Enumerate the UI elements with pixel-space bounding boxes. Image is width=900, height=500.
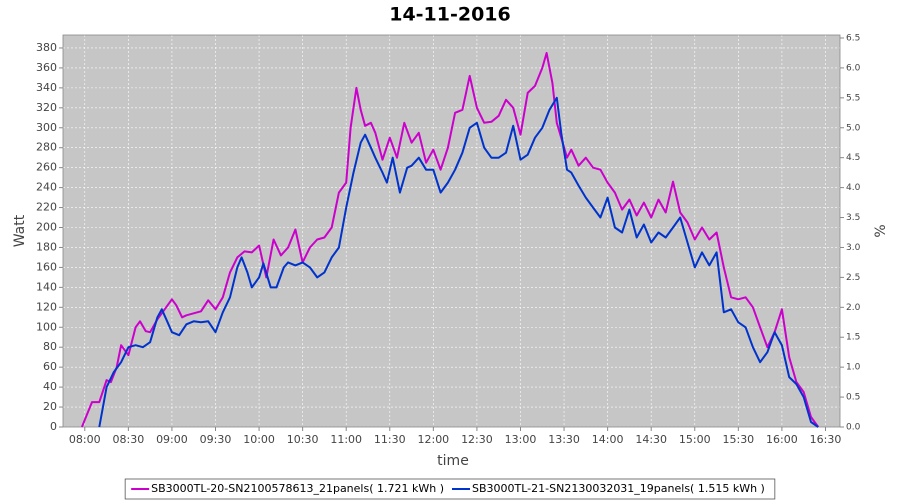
- legend-label: SB3000TL-20-SN2100578613_21panels( 1.721…: [151, 482, 444, 495]
- x-tick-label: 15:30: [722, 433, 754, 446]
- y2-tick-label: 6.5: [846, 33, 860, 43]
- y-tick-label: 240: [36, 181, 57, 194]
- y-axis-label: Watt: [12, 214, 28, 247]
- y-tick-label: 160: [36, 260, 57, 273]
- x-tick-label: 16:30: [810, 433, 842, 446]
- y-tick-label: 260: [36, 161, 57, 174]
- x-tick-label: 16:00: [766, 433, 798, 446]
- y2-tick-label: 0.5: [846, 393, 860, 403]
- x-tick-label: 08:30: [113, 433, 145, 446]
- y-tick-label: 340: [36, 81, 57, 94]
- y-tick-label: 180: [36, 240, 57, 253]
- y-tick-label: 360: [36, 61, 57, 74]
- y-tick-label: 60: [43, 360, 57, 373]
- y2-tick-label: 0.0: [846, 423, 861, 433]
- y2-tick-label: 4.0: [846, 183, 861, 193]
- y2-tick-label: 5.0: [846, 123, 861, 133]
- y-tick-label: 380: [36, 41, 57, 54]
- plot-border: [62, 34, 841, 428]
- x-tick-label: 08:00: [69, 433, 101, 446]
- y-tick-label: 280: [36, 141, 57, 154]
- legend-label: SB3000TL-21-SN2130032031_19panels( 1.515…: [472, 482, 765, 495]
- y2-tick-label: 2.0: [846, 303, 861, 313]
- series-line: [80, 52, 820, 428]
- y2-tick-label: 1.5: [846, 333, 860, 343]
- x-tick-label: 15:00: [679, 433, 711, 446]
- x-axis-label: time: [437, 453, 469, 469]
- y-tick-label: 200: [36, 221, 57, 234]
- x-tick-label: 11:30: [374, 433, 406, 446]
- x-tick-label: 14:00: [592, 433, 624, 446]
- y-tick-label: 100: [36, 320, 57, 333]
- y-tick-label: 80: [43, 340, 57, 353]
- x-tick-label: 13:30: [548, 433, 580, 446]
- y2-tick-label: 2.5: [846, 273, 860, 283]
- y-tick-label: 40: [43, 380, 57, 393]
- x-tick-label: 12:30: [461, 433, 493, 446]
- y-tick-label: 140: [36, 280, 57, 293]
- series-line: [98, 96, 819, 428]
- y2-tick-label: 4.5: [846, 153, 860, 163]
- y2-tick-label: 3.5: [846, 213, 860, 223]
- legend: SB3000TL-20-SN2100578613_21panels( 1.721…: [124, 478, 776, 500]
- y-tick-label: 120: [36, 300, 57, 313]
- chart-title: 14-11-2016: [389, 4, 511, 26]
- y2-tick-label: 1.0: [846, 363, 861, 373]
- y2-tick-label: 5.5: [846, 93, 860, 103]
- x-tick-label: 14:30: [635, 433, 667, 446]
- x-tick-label: 13:00: [505, 433, 537, 446]
- x-tick-label: 10:30: [287, 433, 319, 446]
- x-tick-label: 09:00: [156, 433, 188, 446]
- y-tick-label: 20: [43, 400, 57, 413]
- x-tick-label: 12:00: [417, 433, 449, 446]
- y2-tick-label: 3.0: [846, 243, 861, 253]
- y-tick-label: 320: [36, 101, 57, 114]
- y-tick-label: 220: [36, 201, 57, 214]
- x-tick-label: 10:00: [243, 433, 275, 446]
- y-tick-label: 0: [50, 420, 57, 433]
- y2-axis-label: %: [873, 224, 889, 237]
- plot-area: [63, 35, 840, 427]
- y2-tick-label: 6.0: [846, 63, 861, 73]
- x-tick-label: 11:00: [330, 433, 362, 446]
- legend-box: [124, 478, 776, 500]
- x-tick-label: 09:30: [200, 433, 232, 446]
- y-tick-label: 300: [36, 121, 57, 134]
